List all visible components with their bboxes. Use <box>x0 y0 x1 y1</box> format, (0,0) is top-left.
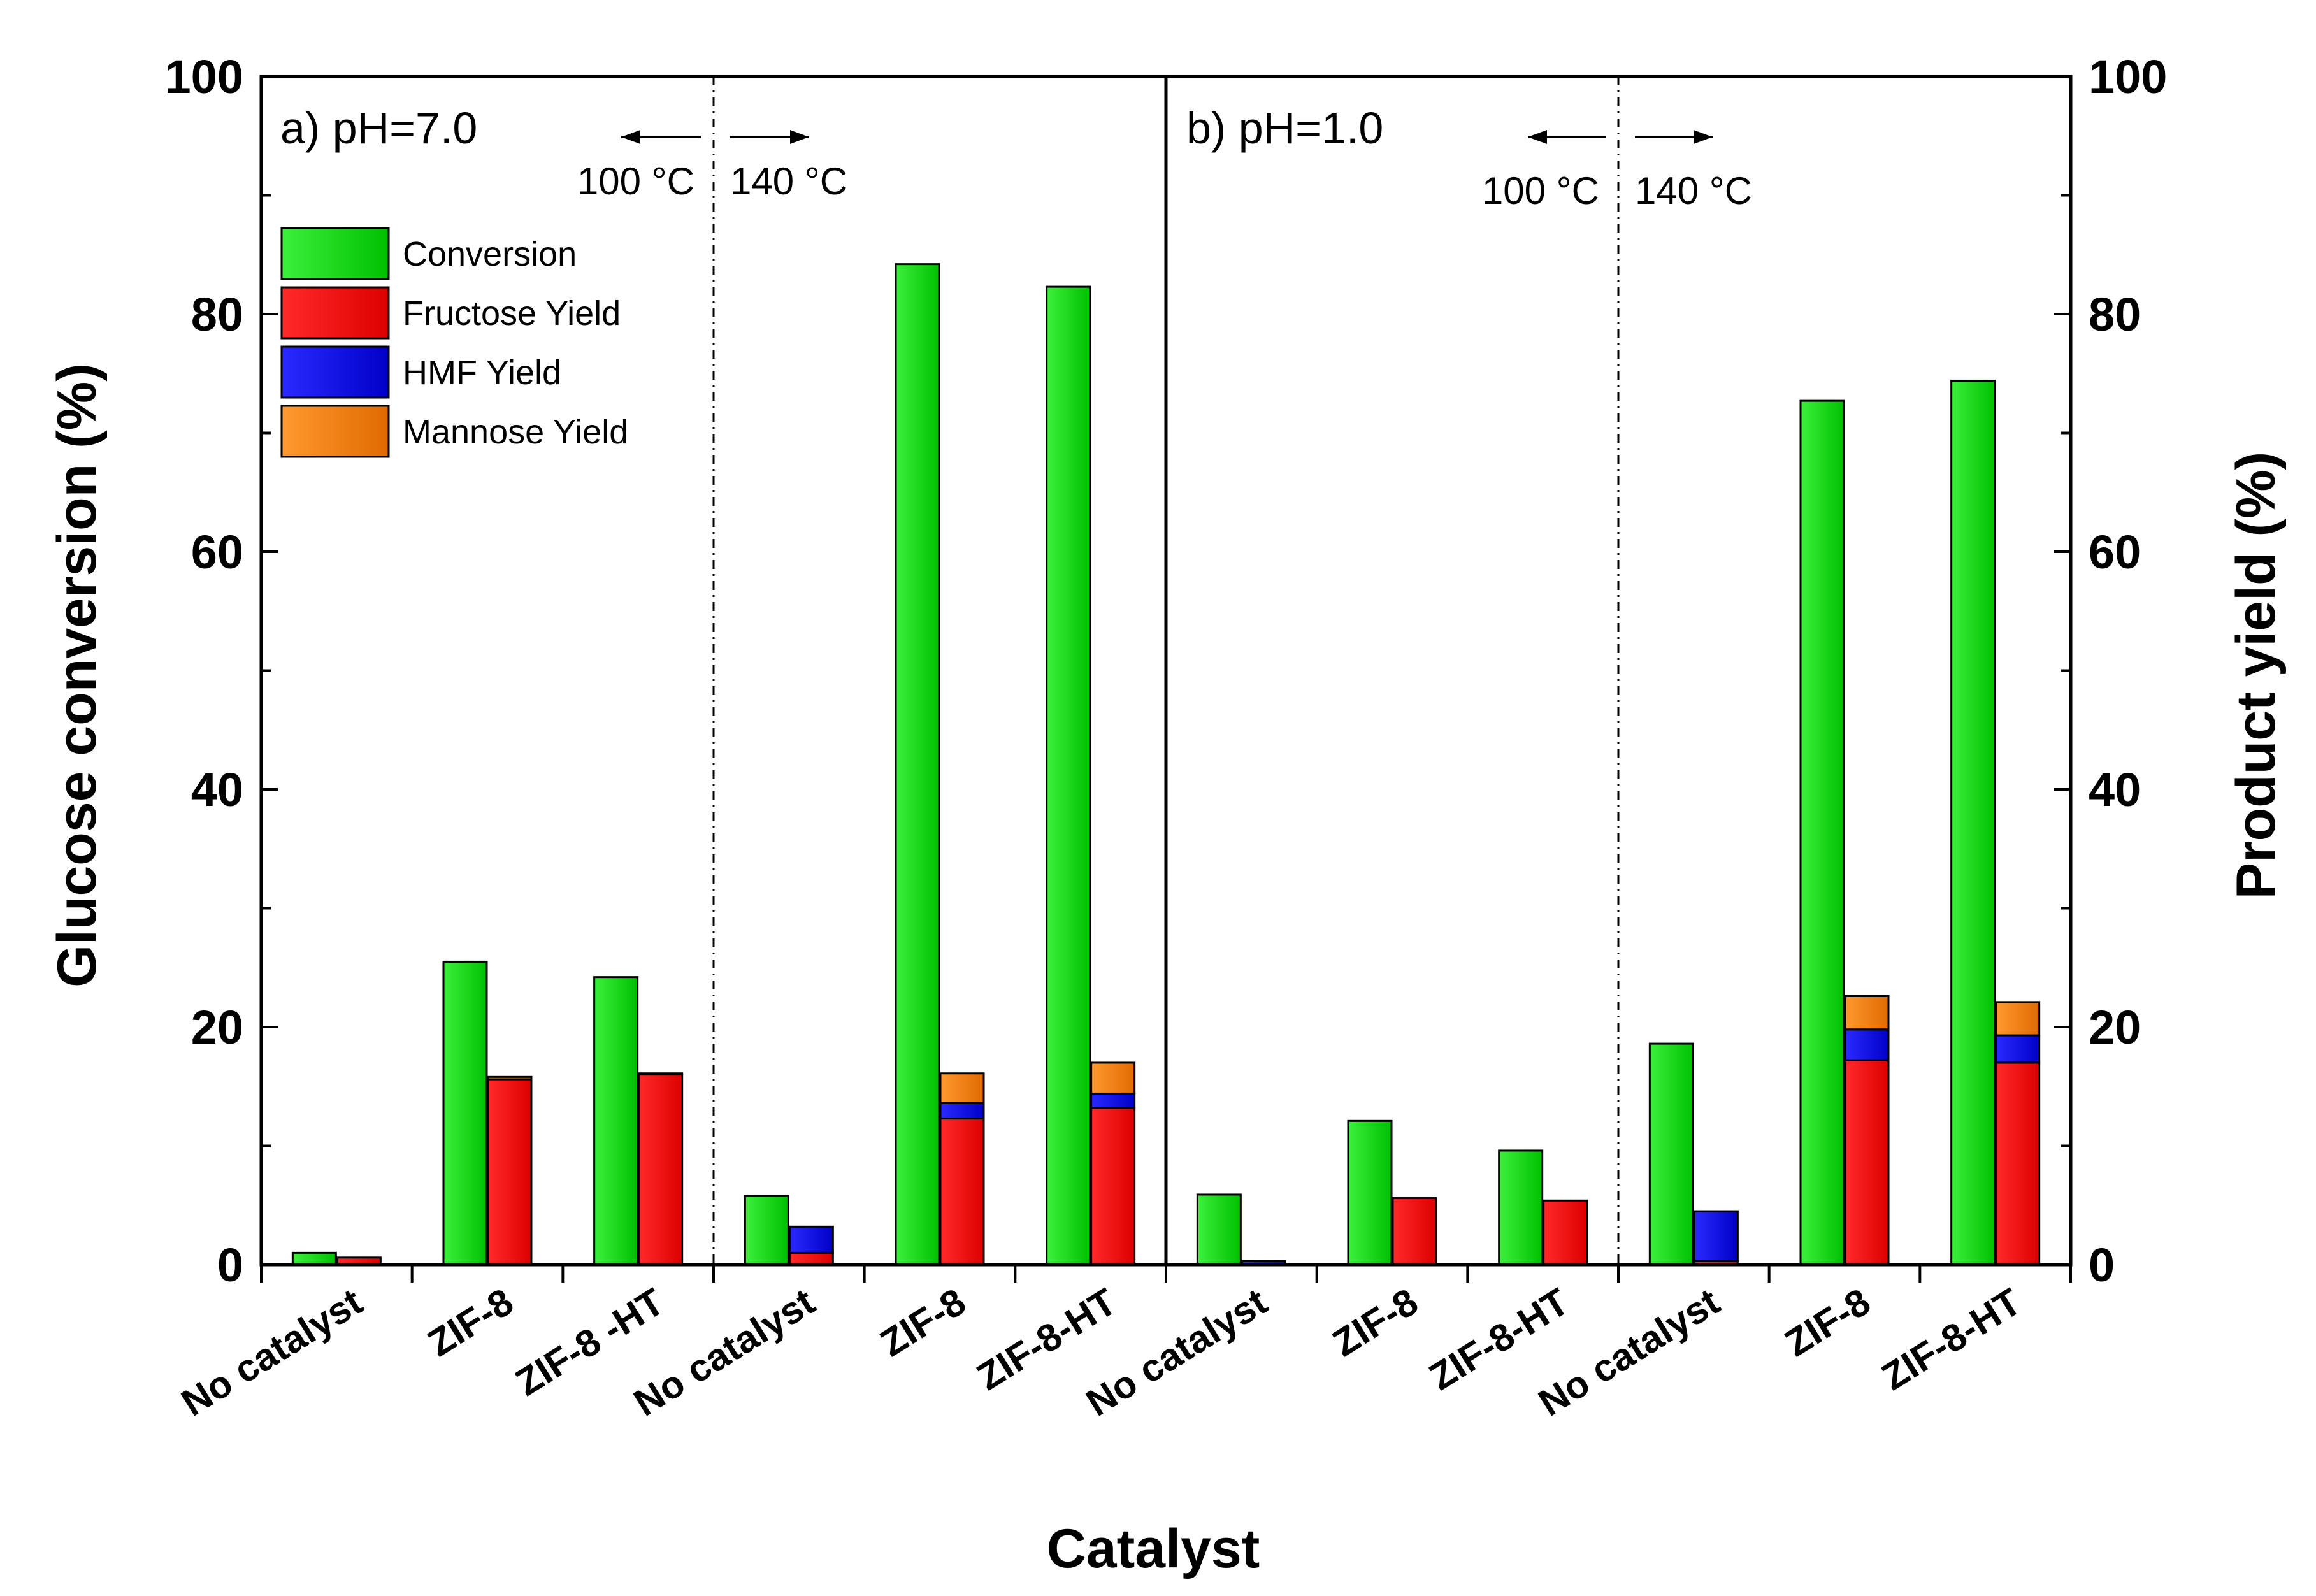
bar-conversion-8 <box>1498 1149 1544 1266</box>
bar-fructose-yield-11 <box>1995 1061 2041 1266</box>
x-axis-title: Catalyst <box>1047 1518 1260 1579</box>
bar-hmf-yield-3 <box>788 1225 834 1254</box>
bar-fructose-yield-5 <box>1090 1107 1136 1266</box>
bar-fructose-yield-3 <box>788 1251 834 1266</box>
y-tick-label-right-80: 80 <box>2089 288 2141 341</box>
y-tick-label-left-40: 40 <box>191 763 243 816</box>
bar-conversion-5 <box>1046 285 1091 1266</box>
legend-swatch-hmf-yield <box>280 345 390 399</box>
annotations <box>621 130 1713 144</box>
temp-label-b-high: 140 °C <box>1635 169 1752 212</box>
bar-hmf-yield-4 <box>939 1102 985 1120</box>
bar-conversion-7 <box>1347 1119 1393 1266</box>
temp-label-a-low: 100 °C <box>577 160 694 203</box>
y-axis-title-right: Product yield (%) <box>2226 452 2287 899</box>
y-tick-label-left-100: 100 <box>165 50 243 103</box>
category-label-0: No catalyst <box>174 1280 370 1424</box>
panel-label-b: b) pH=1.0 <box>1186 103 1383 153</box>
bar-fructose-yield-4 <box>939 1118 985 1266</box>
bar-conversion-9 <box>1648 1042 1694 1266</box>
legend-label-conversion: Conversion <box>403 235 577 273</box>
legend-label-mannose-yield: Mannose Yield <box>403 413 628 451</box>
bar-hmf-yield-10 <box>1844 1028 1890 1061</box>
bar-hmf-yield-9 <box>1693 1210 1739 1262</box>
bar-fructose-yield-10 <box>1844 1059 1890 1266</box>
panel-label-a: a) pH=7.0 <box>280 103 477 153</box>
bar-fructose-yield-7 <box>1392 1197 1437 1266</box>
arrow-b-left-head <box>1528 130 1547 144</box>
bar-conversion-1 <box>442 960 488 1266</box>
y-tick-label-right-0: 0 <box>2089 1239 2115 1291</box>
legend-swatch-conversion <box>280 227 390 280</box>
y-tick-label-right-100: 100 <box>2089 50 2167 103</box>
y-tick-label-left-20: 20 <box>191 1001 243 1054</box>
bar-conversion-4 <box>895 263 940 1266</box>
bar-mannose-yield-11 <box>1995 1001 2041 1037</box>
legend-label-hmf-yield: HMF Yield <box>403 354 561 392</box>
bar-fructose-yield-2 <box>638 1074 684 1266</box>
arrow-b-right-head <box>1694 130 1713 144</box>
bar-conversion-6 <box>1196 1193 1242 1266</box>
y-tick-label-left-0: 0 <box>217 1239 243 1291</box>
temp-label-a-high: 140 °C <box>730 160 847 203</box>
bar-conversion-3 <box>744 1195 789 1266</box>
y-tick-label-right-60: 60 <box>2089 526 2141 579</box>
axes-layer: 0 0 20 20 40 40 60 60 80 80 100 100 <box>165 50 2168 1291</box>
bar-fructose-yield-1 <box>487 1078 533 1266</box>
legend: Conversion Fructose Yield HMF Yield Mannose… <box>280 227 628 458</box>
legend-swatch-fructose-yield <box>280 286 390 340</box>
bar-conversion-0 <box>291 1251 337 1266</box>
bar-mannose-yield-4 <box>939 1072 985 1104</box>
category-label-7: ZIF-8 <box>1325 1280 1425 1365</box>
y-tick-label-right-40: 40 <box>2089 763 2141 816</box>
y-tick-label-left-80: 80 <box>191 288 243 341</box>
y-tick-label-left-60: 60 <box>191 526 243 579</box>
bar-mannose-yield-1 <box>487 1075 533 1081</box>
bar-mannose-yield-5 <box>1090 1061 1136 1095</box>
bar-hmf-yield-11 <box>1995 1034 2041 1064</box>
bar-conversion-10 <box>1799 399 1845 1266</box>
temp-label-b-low: 100 °C <box>1482 169 1599 212</box>
bar-mannose-yield-10 <box>1844 995 1890 1031</box>
legend-swatch-mannose-yield <box>280 405 390 458</box>
y-tick-label-right-20: 20 <box>2089 1001 2141 1054</box>
bar-hmf-yield-5 <box>1090 1092 1136 1109</box>
y-axis-title-left: Glucose conversion (%) <box>47 363 108 988</box>
arrow-a-left-head <box>621 130 640 144</box>
legend-label-fructose-yield: Fructose Yield <box>403 294 621 333</box>
category-label-1: ZIF-8 <box>421 1280 521 1365</box>
bar-conversion-11 <box>1950 379 1996 1266</box>
category-label-11: ZIF-8-HT <box>1874 1280 2029 1398</box>
arrow-a-right-head <box>790 130 809 144</box>
category-label-10: ZIF-8 <box>1778 1280 1878 1365</box>
bar-mannose-yield-2 <box>638 1072 684 1076</box>
category-label-4: ZIF-8 <box>873 1280 973 1365</box>
bar-conversion-2 <box>593 976 639 1266</box>
bar-layer <box>291 263 2041 1266</box>
bar-fructose-yield-8 <box>1543 1199 1588 1266</box>
